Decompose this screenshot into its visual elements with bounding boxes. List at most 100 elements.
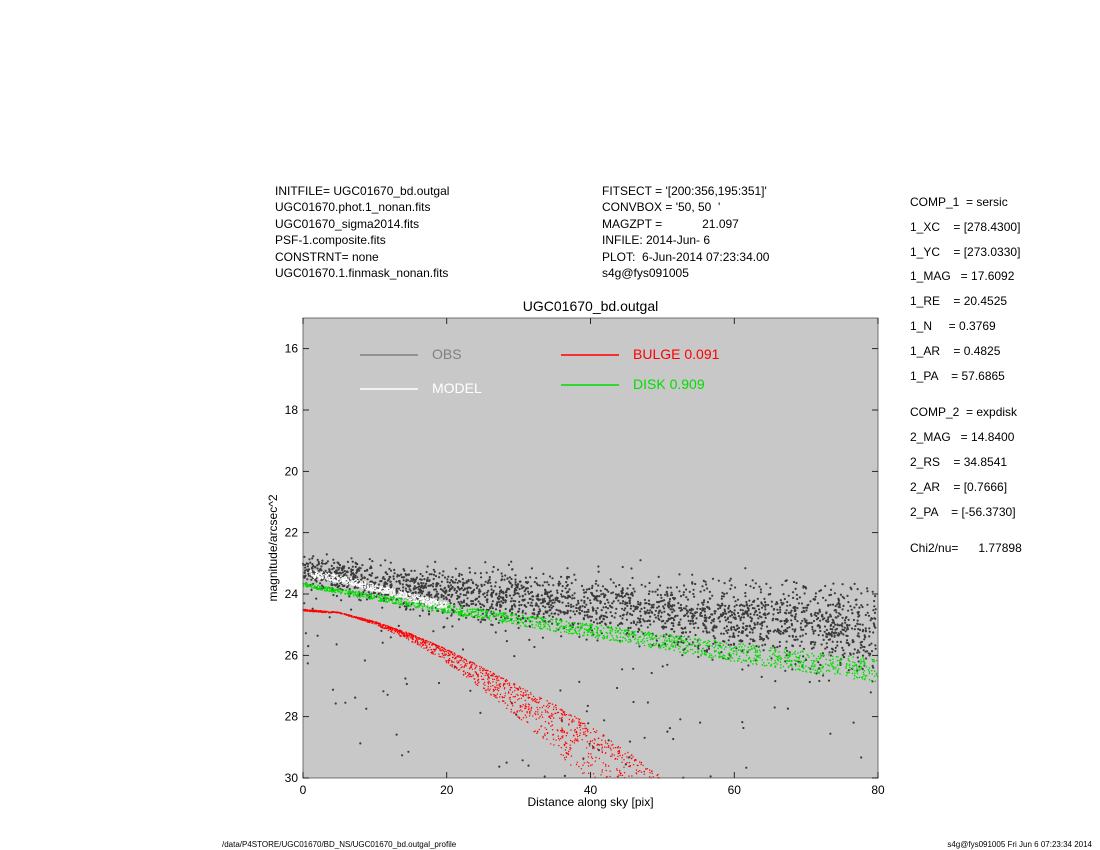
obs-point — [849, 652, 852, 655]
bulge-point — [559, 717, 561, 719]
obs-point — [524, 576, 528, 579]
disk-point — [399, 603, 402, 606]
obs-point — [864, 627, 867, 630]
obs-point — [432, 582, 435, 585]
obs-point — [742, 616, 746, 619]
obs-point — [857, 610, 860, 614]
disk-point — [794, 665, 797, 667]
obs-point — [459, 593, 462, 596]
obs-point — [773, 706, 776, 709]
bulge-point — [431, 651, 433, 653]
obs-point — [669, 617, 672, 620]
disk-point — [559, 626, 561, 629]
disk-point — [708, 640, 711, 643]
bulge-point — [594, 760, 596, 762]
bulge-point — [570, 755, 573, 757]
bulge-point — [534, 730, 536, 732]
disk-point — [769, 655, 771, 658]
disk-point — [647, 643, 650, 646]
obs-point — [583, 614, 587, 617]
param-2-ar: 2_AR = [0.7666] — [910, 479, 1008, 494]
bulge-point — [382, 625, 384, 628]
bulge-point — [535, 718, 537, 720]
obs-point — [513, 589, 516, 593]
disk-point — [839, 673, 841, 675]
bulge-point — [375, 622, 377, 625]
disk-points — [302, 582, 879, 683]
obs-point — [419, 591, 422, 594]
obs-point — [549, 594, 552, 597]
bulge-point — [444, 648, 447, 651]
bulge-point — [496, 693, 498, 695]
obs-point — [451, 586, 454, 589]
disk-point — [315, 587, 317, 589]
obs-point — [351, 565, 354, 568]
obs-point — [445, 590, 448, 593]
obs-point — [402, 586, 405, 589]
obs-point — [465, 591, 469, 594]
obs-point — [506, 587, 509, 590]
bulge-point — [493, 678, 496, 680]
obs-point — [467, 586, 471, 589]
bulge-point — [607, 765, 610, 767]
obs-point — [770, 605, 773, 608]
bulge-point — [391, 631, 393, 633]
obs-point — [556, 589, 559, 592]
disk-point — [511, 622, 513, 624]
obs-point — [803, 592, 806, 595]
bulge-point — [520, 697, 522, 700]
bulge-point — [553, 744, 555, 746]
disk-point — [606, 632, 609, 635]
obs-point — [310, 567, 314, 570]
bulge-point — [579, 724, 581, 726]
obs-point — [602, 592, 605, 595]
disk-point — [708, 656, 710, 658]
obs-point — [686, 598, 690, 601]
disk-point — [317, 584, 319, 587]
obs-point — [856, 649, 860, 652]
header-mid: FITSECT = '[200:356,195:351]' CONVBOX = … — [602, 183, 769, 281]
disk-point — [816, 659, 818, 662]
obs-point — [405, 682, 408, 686]
obs-point — [346, 585, 349, 588]
obs-point — [737, 634, 740, 637]
obs-point — [468, 571, 472, 574]
obs-point — [442, 570, 445, 573]
obs-point — [544, 589, 547, 592]
bulge-point — [486, 689, 488, 691]
disk-point — [780, 656, 782, 659]
obs-point — [428, 573, 431, 576]
obs-point — [306, 662, 309, 665]
bulge-point — [537, 708, 539, 711]
obs-point — [312, 564, 315, 568]
obs-point — [834, 628, 837, 631]
bulge-point — [552, 738, 555, 740]
obs-point — [747, 664, 750, 667]
obs-point — [573, 592, 576, 595]
obs-point — [535, 604, 538, 607]
obs-point — [491, 600, 494, 603]
obs-point — [644, 585, 647, 588]
disk-point — [489, 612, 492, 615]
disk-point — [717, 651, 720, 653]
disk-point — [440, 608, 443, 611]
bulge-point — [621, 761, 623, 763]
obs-point — [628, 602, 632, 605]
obs-point — [545, 590, 548, 593]
obs-point — [818, 610, 822, 613]
obs-point — [726, 631, 729, 635]
obs-point — [646, 626, 649, 629]
obs-point — [871, 590, 874, 593]
obs-point — [640, 583, 643, 586]
obs-point — [787, 611, 791, 615]
bulge-point — [424, 641, 427, 644]
bulge-point — [570, 747, 572, 750]
obs-point — [829, 615, 833, 618]
obs-point — [829, 632, 832, 635]
disk-point — [700, 655, 702, 657]
obs-point — [733, 635, 736, 639]
obs-point — [759, 638, 762, 641]
bulge-point — [609, 755, 612, 757]
bulge-point — [546, 710, 548, 713]
obs-point — [402, 579, 405, 582]
